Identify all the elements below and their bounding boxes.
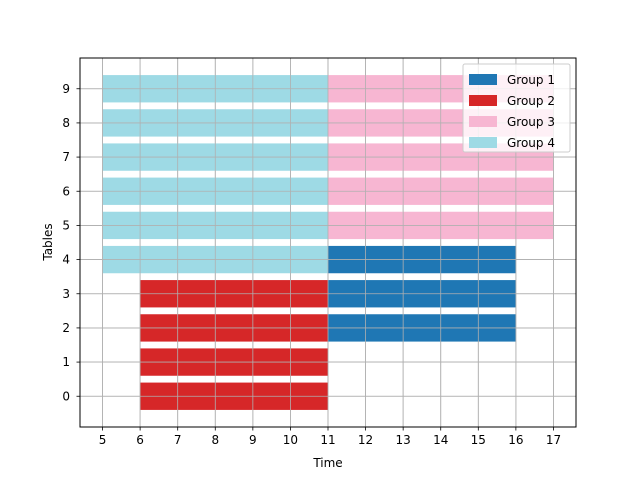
legend: Group 1 Group 2 Group 3 Group 4 <box>462 63 571 153</box>
legend-label: Group 1 <box>507 73 555 87</box>
legend-swatch <box>469 74 497 85</box>
bars <box>80 58 576 427</box>
legend-label: Group 4 <box>507 136 555 150</box>
x-tick-label: 14 <box>433 433 448 447</box>
y-tick-label: 2 <box>62 321 70 335</box>
legend-swatch <box>469 95 497 106</box>
y-tick-label: 0 <box>62 389 70 403</box>
y-tick-label: 1 <box>62 355 70 369</box>
y-tick-label: 3 <box>62 287 70 301</box>
y-tick-label: 4 <box>62 253 70 267</box>
x-tick-label: 8 <box>211 433 219 447</box>
legend-box <box>462 63 571 153</box>
x-tick-label: 9 <box>249 433 257 447</box>
x-tick-label: 15 <box>471 433 486 447</box>
legend-label: Group 3 <box>507 115 555 129</box>
y-tick-label: 6 <box>62 184 70 198</box>
x-tick-label: 13 <box>396 433 411 447</box>
y-axis-label: Tables <box>41 223 55 261</box>
x-axis-label: Time <box>312 456 342 470</box>
x-tick-label: 12 <box>358 433 373 447</box>
x-tick-label: 10 <box>283 433 298 447</box>
x-tick-label: 16 <box>508 433 523 447</box>
x-tick-label: 11 <box>320 433 335 447</box>
y-tick-label: 5 <box>62 218 70 232</box>
legend-swatch <box>469 116 497 127</box>
x-tick-label: 5 <box>99 433 107 447</box>
y-tick-label: 9 <box>62 82 70 96</box>
legend-swatch <box>469 137 497 148</box>
y-tick-label: 7 <box>62 150 70 164</box>
x-tick-label: 17 <box>546 433 561 447</box>
y-tick-label: 8 <box>62 116 70 130</box>
x-tick-label: 6 <box>136 433 144 447</box>
legend-label: Group 2 <box>507 94 555 108</box>
x-tick-label: 7 <box>174 433 182 447</box>
